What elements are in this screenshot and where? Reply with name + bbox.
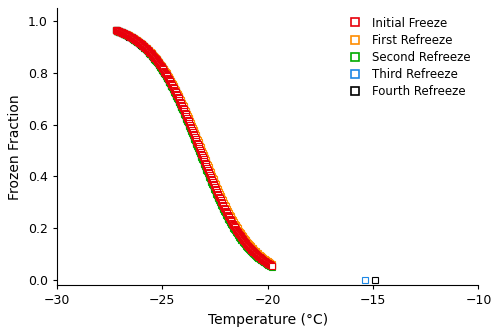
Legend: Initial Freeze, First Refreeze, Second Refreeze, Third Refreeze, Fourth Refreeze: Initial Freeze, First Refreeze, Second R… bbox=[341, 14, 472, 100]
X-axis label: Temperature (°C): Temperature (°C) bbox=[208, 313, 328, 327]
Y-axis label: Frozen Fraction: Frozen Fraction bbox=[8, 94, 22, 200]
